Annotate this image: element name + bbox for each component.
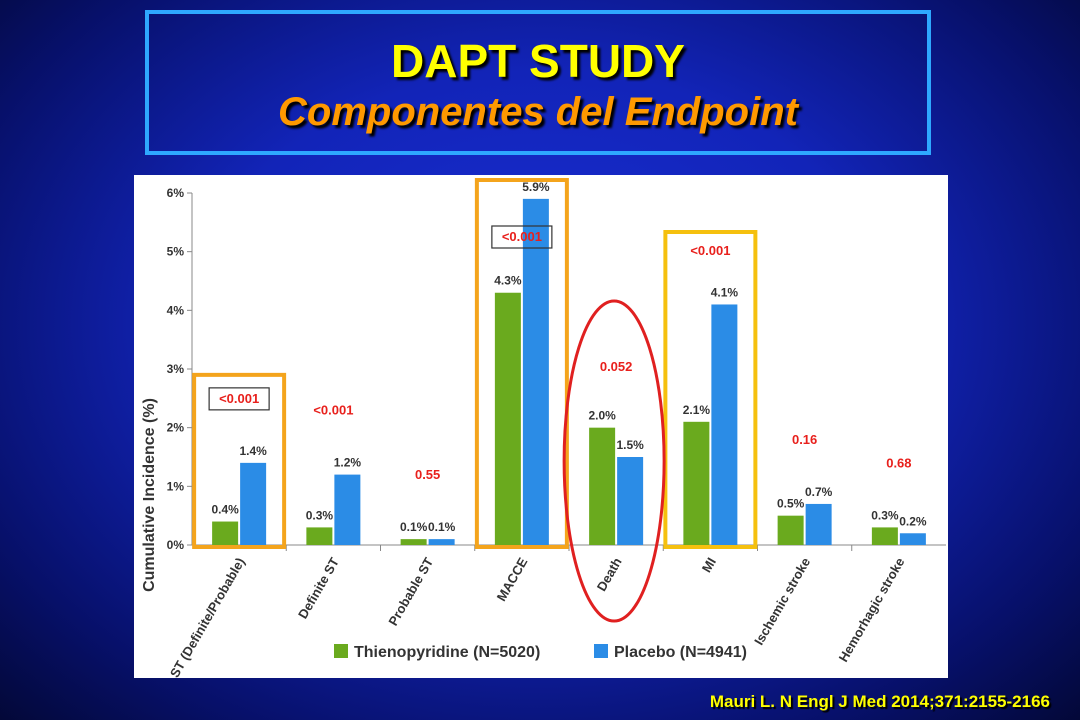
bar-thienopyridine — [212, 521, 239, 545]
category-label: Ischemic stroke — [751, 555, 813, 648]
slide-subtitle: Componentes del Endpoint — [278, 90, 798, 134]
category-label: Probable ST — [385, 555, 436, 628]
legend-swatch-thienopyridine — [334, 644, 348, 658]
data-label: 0.1% — [428, 520, 456, 534]
bar-thienopyridine — [871, 527, 898, 545]
category-label: MI — [699, 555, 719, 575]
p-value: <0.001 — [502, 229, 542, 244]
bar-thienopyridine — [589, 427, 616, 545]
highlight-box — [663, 230, 758, 549]
chart-panel: 0% 1% 2% 3% 4% 5% 6% 0.4% 1.4% ST (Definite/Prob… — [134, 175, 948, 680]
p-value: 0.16 — [792, 432, 817, 447]
data-label: 1.4% — [239, 444, 267, 458]
bar-placebo — [711, 304, 738, 545]
legend-label-thienopyridine: Thienopyridine (N=5020) — [354, 644, 540, 661]
legend-swatch-placebo — [594, 644, 608, 658]
data-label: 5.9% — [522, 180, 550, 194]
data-label: 0.3% — [306, 508, 334, 522]
highlight-box — [192, 372, 287, 549]
bar-thienopyridine — [777, 515, 804, 545]
legend-label-placebo: Placebo (N=4941) — [614, 644, 747, 661]
bar-placebo — [334, 474, 361, 545]
data-label: 0.7% — [805, 485, 833, 499]
y-tick-label: 1% — [167, 479, 185, 493]
data-label: 0.2% — [899, 514, 927, 528]
p-value: 0.052 — [600, 359, 633, 374]
data-label: 0.1% — [400, 520, 428, 534]
data-label: 1.5% — [616, 438, 644, 452]
y-tick-label: 4% — [167, 303, 185, 317]
data-label: 4.3% — [494, 274, 522, 288]
y-tick-label: 6% — [167, 186, 185, 200]
bar-placebo — [428, 539, 455, 545]
title-box: DAPT STUDY Componentes del Endpoint — [145, 10, 931, 155]
data-label: 0.4% — [211, 503, 239, 517]
p-value-box — [491, 225, 553, 249]
data-label: 4.1% — [711, 285, 739, 299]
data-label: 0.5% — [777, 497, 805, 511]
category-label: Death — [594, 555, 625, 594]
bar-thienopyridine — [306, 527, 333, 545]
y-tick-label: 0% — [167, 538, 185, 552]
p-value: <0.001 — [313, 403, 353, 418]
bar-thienopyridine — [494, 292, 521, 545]
category-label: ST (Definite/Probable) — [167, 555, 248, 678]
category-label: Hemorhagic stroke — [836, 555, 908, 664]
bar-thienopyridine — [683, 421, 710, 545]
slide-title: DAPT STUDY — [391, 35, 685, 87]
bar-placebo — [522, 198, 549, 545]
bar-placebo — [240, 462, 267, 545]
p-value-box — [208, 387, 270, 411]
p-value: <0.001 — [219, 391, 259, 406]
bar-placebo — [805, 503, 832, 545]
data-label: 2.1% — [683, 403, 711, 417]
data-label: 2.0% — [588, 409, 616, 423]
y-tick-label: 3% — [167, 362, 185, 376]
category-label: MACCE — [494, 555, 531, 604]
bar-chart: 0% 1% 2% 3% 4% 5% 6% 0.4% 1.4% ST (Definite/Prob… — [141, 178, 946, 680]
y-tick-label: 5% — [167, 245, 185, 259]
bar-placebo — [899, 533, 926, 545]
data-label: 1.2% — [334, 456, 362, 470]
p-value: <0.001 — [690, 243, 730, 258]
bar-thienopyridine — [400, 539, 427, 545]
bar-placebo — [617, 457, 644, 545]
category-label: Definite ST — [295, 555, 342, 621]
data-label: 0.3% — [871, 508, 899, 522]
death-ellipse — [562, 299, 666, 623]
citation: Mauri L. N Engl J Med 2014;371:2155-2166 — [709, 692, 1050, 711]
highlight-box — [474, 178, 569, 549]
y-tick-label: 2% — [167, 421, 185, 435]
p-value: 0.55 — [415, 467, 440, 482]
p-value: 0.68 — [886, 455, 911, 470]
y-axis-label: Cumulative Incidence (%) — [141, 398, 158, 592]
